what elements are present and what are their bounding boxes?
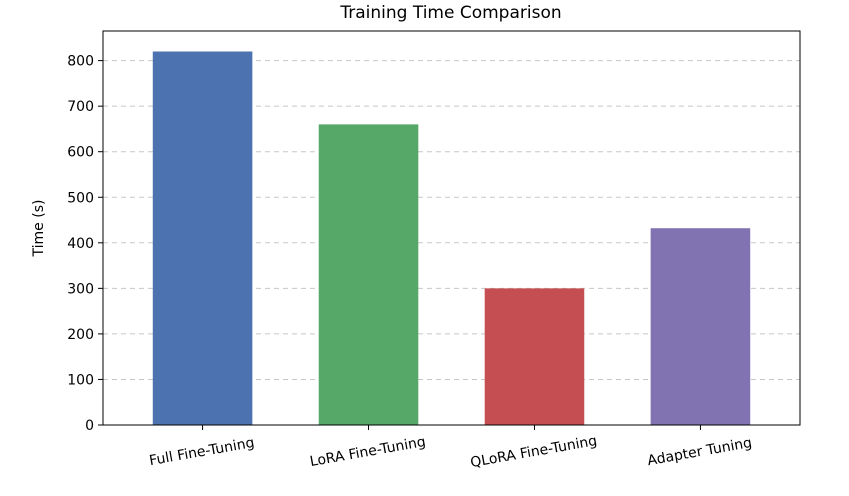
x-tick-label: Full Fine-Tuning — [148, 435, 256, 469]
y-axis-ticks: 0 100 200 300 400 500 600 700 800 — [67, 54, 103, 434]
y-tick-label: 800 — [67, 54, 94, 70]
x-tick-label: QLoRA Fine-Tuning — [469, 433, 598, 471]
chart-title: Training Time Comparison — [339, 3, 561, 23]
y-axis-label: Time (s) — [31, 200, 47, 258]
x-tick-label: LoRA Fine-Tuning — [309, 434, 427, 470]
y-tick-label: 0 — [85, 418, 94, 434]
x-tick-label: Adapter Tuning — [646, 435, 753, 469]
y-tick-label: 600 — [67, 145, 94, 161]
x-axis-ticks: Full Fine-Tuning LoRA Fine-Tuning QLoRA Fi… — [148, 425, 753, 471]
bar-adapter-tuning — [650, 228, 751, 425]
bar-lora-fine-tuning — [318, 124, 419, 425]
y-tick-label: 300 — [67, 281, 94, 297]
y-tick-label: 500 — [67, 190, 94, 206]
y-tick-label: 700 — [67, 99, 94, 115]
bars — [152, 51, 751, 426]
bar-full-fine-tuning — [152, 51, 253, 426]
y-tick-label: 100 — [67, 372, 94, 388]
y-tick-label: 400 — [67, 236, 94, 252]
bar-qlora-fine-tuning — [484, 288, 585, 425]
y-tick-label: 200 — [67, 327, 94, 343]
plot-frame — [102, 30, 801, 426]
